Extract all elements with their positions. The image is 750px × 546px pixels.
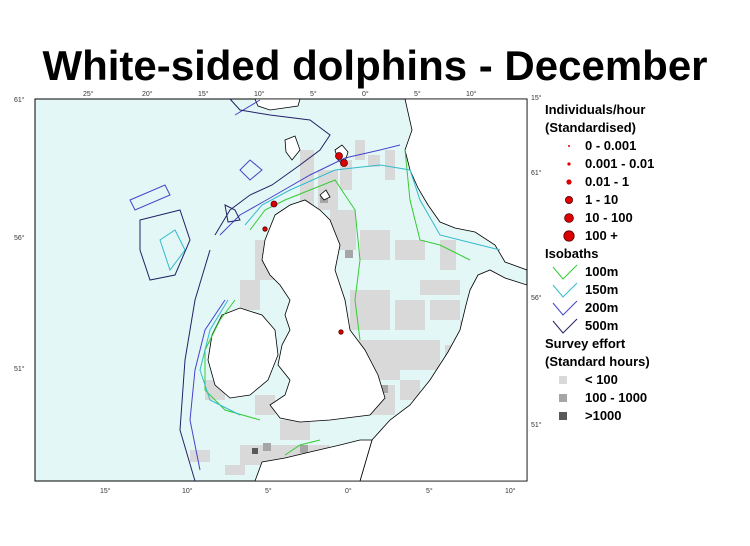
legend-individuals-item: 0 - 0.001 bbox=[545, 137, 750, 155]
legend-isobath-item: 500m bbox=[545, 317, 750, 335]
legend-individuals-item: 0.001 - 0.01 bbox=[545, 155, 750, 173]
lon-tick-label: 0° bbox=[345, 487, 352, 495]
lon-tick-label: 5° bbox=[426, 487, 433, 495]
isobath-line-icon bbox=[552, 318, 578, 334]
legend-item-label: 0.001 - 0.01 bbox=[585, 156, 655, 171]
legend-individuals-item: 100 + bbox=[545, 227, 750, 245]
legend-isobath-item: 100m bbox=[545, 263, 750, 281]
legend-effort-item: < 100 bbox=[545, 371, 750, 389]
legend-item-label: 100 + bbox=[585, 228, 618, 243]
legend-item-label: 0 - 0.001 bbox=[585, 138, 637, 153]
lon-tick-label: 10° bbox=[254, 90, 265, 98]
sighting-point bbox=[335, 152, 343, 160]
legend-item-label: 1 - 10 bbox=[585, 192, 619, 207]
effort-swatch-icon bbox=[559, 412, 567, 420]
legend-item-label: < 100 bbox=[585, 372, 618, 387]
sighting-symbol-icon bbox=[564, 213, 574, 223]
legend-item-label: 100m bbox=[585, 264, 619, 279]
isobath-line-icon bbox=[552, 264, 578, 280]
sighting-point bbox=[270, 200, 278, 208]
isobath-lines bbox=[129, 98, 501, 482]
lat-tick-label: 61° bbox=[14, 96, 25, 104]
lat-tick-label: 51° bbox=[531, 421, 542, 429]
legend-isobath-item: 150m bbox=[545, 281, 750, 299]
sighting-symbol-icon bbox=[566, 179, 572, 185]
isobath-100m bbox=[204, 149, 471, 456]
land-masses bbox=[207, 98, 528, 482]
sighting-point bbox=[262, 226, 268, 232]
lon-tick-label: 25° bbox=[83, 90, 94, 98]
lon-tick-label: 0° bbox=[362, 90, 369, 98]
legend-item-label: 100 - 1000 bbox=[585, 390, 648, 405]
lon-tick-label: 15° bbox=[100, 487, 111, 495]
legend-individuals-item: 0.01 - 1 bbox=[545, 173, 750, 191]
lon-tick-label: 15° bbox=[531, 94, 542, 102]
legend-item-label: 500m bbox=[585, 318, 619, 333]
lat-tick-label: 56° bbox=[14, 234, 25, 242]
lat-tick-label: 51° bbox=[14, 365, 25, 373]
legend-item-label: >1000 bbox=[585, 408, 622, 423]
effort-swatch-icon bbox=[559, 394, 567, 402]
legend-isobath-item: 200m bbox=[545, 299, 750, 317]
lon-tick-label: 5° bbox=[265, 487, 272, 495]
legend-individuals-item: 10 - 100 bbox=[545, 209, 750, 227]
sighting-point bbox=[338, 329, 344, 335]
legend-effort-title: Survey effort bbox=[545, 336, 626, 351]
lon-ticks-top: 25° 20° 15° 10° 5° 0° 5° 10° 15° bbox=[83, 90, 542, 102]
sighting-symbol-icon bbox=[567, 162, 571, 166]
lon-tick-label: 10° bbox=[466, 90, 477, 98]
lon-tick-label: 5° bbox=[310, 90, 317, 98]
legend-effort-item: >1000 bbox=[545, 407, 750, 425]
isobath-line-icon bbox=[552, 300, 578, 316]
sighting-symbol-icon bbox=[563, 230, 575, 242]
sighting-symbol-icon bbox=[568, 145, 570, 147]
legend-effort-subtitle: (Standard hours) bbox=[545, 354, 650, 369]
lon-tick-label: 5° bbox=[414, 90, 421, 98]
legend-item-label: 200m bbox=[585, 300, 619, 315]
legend-individuals-title: Individuals/hour bbox=[545, 102, 646, 117]
effort-swatch-icon bbox=[559, 376, 567, 384]
isobath-line-icon bbox=[552, 282, 578, 298]
legend-individuals-item: 1 - 10 bbox=[545, 191, 750, 209]
lat-ticks-left: 61° 56° 51° bbox=[14, 96, 25, 373]
sighting-symbol-icon bbox=[564, 196, 573, 204]
isobath-200m bbox=[129, 99, 401, 471]
sightings bbox=[262, 152, 348, 335]
legend-item-label: 10 - 100 bbox=[585, 210, 633, 225]
lon-tick-label: 20° bbox=[142, 90, 153, 98]
lon-tick-label: 10° bbox=[505, 487, 516, 495]
lon-ticks-bottom: 15° 10° 5° 0° 5° 10° bbox=[100, 487, 516, 495]
isobath-500m bbox=[139, 98, 331, 482]
lat-ticks-right: 61° 56° 51° bbox=[531, 169, 542, 429]
lat-tick-label: 61° bbox=[531, 169, 542, 177]
lat-tick-label: 56° bbox=[531, 294, 542, 302]
sighting-point bbox=[340, 159, 348, 167]
legend-individuals-subtitle: (Standardised) bbox=[545, 120, 637, 135]
legend-isobaths-title: Isobaths bbox=[545, 246, 599, 261]
isobath-150m bbox=[159, 164, 501, 416]
lon-tick-label: 10° bbox=[182, 487, 193, 495]
lon-tick-label: 15° bbox=[198, 90, 209, 98]
legend-item-label: 150m bbox=[585, 282, 619, 297]
legend-effort-item: 100 - 1000 bbox=[545, 389, 750, 407]
map-title: White-sided dolphins - December bbox=[42, 42, 708, 89]
map-legend: Individuals/hour (Standardised) 0 - 0.00… bbox=[545, 101, 750, 425]
legend-item-label: 0.01 - 1 bbox=[585, 174, 630, 189]
